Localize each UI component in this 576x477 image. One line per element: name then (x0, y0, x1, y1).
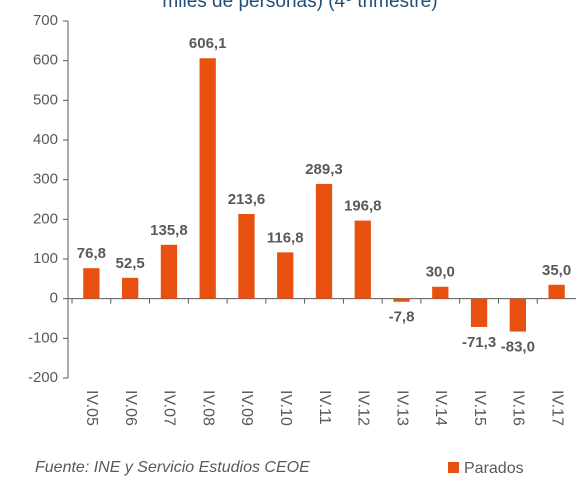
x-tick-label: IV.17 (548, 390, 565, 426)
y-tick-label: 0 (50, 290, 58, 307)
x-tick-label: IV.10 (277, 390, 294, 426)
bar (315, 183, 333, 299)
data-label: 135,8 (150, 222, 188, 239)
source: Fuente: INE y Servicio Estudios CEOE (35, 459, 310, 476)
data-label: 35,0 (542, 262, 571, 279)
bar (199, 58, 216, 299)
y-tick-label: 100 (33, 250, 58, 267)
bar (160, 244, 178, 299)
bar (238, 213, 255, 299)
x-tick-label: IV.13 (393, 390, 410, 426)
chart-title: miles de personas) (4º trimestre) (162, 0, 437, 12)
legend-swatch (448, 462, 459, 473)
y-tick-label: 200 (33, 210, 58, 227)
y-tick-label: 300 (33, 171, 58, 188)
bar (548, 284, 565, 299)
x-tick-label: IV.16 (510, 390, 527, 426)
x-tick-label: IV.11 (316, 390, 333, 425)
data-label: 116,8 (267, 229, 304, 246)
legend-label: Parados (464, 460, 524, 477)
bar (432, 286, 449, 299)
bar (509, 298, 526, 332)
x-tick-label: IV.12 (355, 390, 372, 426)
bar (122, 277, 139, 299)
y-tick-label: 700 (33, 12, 58, 29)
data-label: 213,6 (228, 191, 266, 208)
bar (470, 298, 488, 327)
y-tick-label: 500 (33, 91, 58, 108)
y-tick-label: 400 (33, 131, 58, 148)
data-label: 76,8 (77, 245, 106, 262)
bar (354, 220, 371, 299)
bar (83, 268, 100, 299)
x-tick-label: IV.06 (122, 390, 139, 426)
y-tick-label: -200 (28, 369, 58, 386)
x-tick-label: IV.09 (238, 390, 255, 426)
data-label: 606,1 (189, 35, 227, 52)
y-tick-label: -100 (28, 329, 58, 346)
data-label: 289,3 (305, 161, 343, 178)
data-label: 196,8 (344, 198, 382, 215)
x-tick-label: IV.14 (432, 390, 449, 426)
bar (393, 298, 410, 302)
data-label: 52,5 (116, 255, 145, 272)
data-label: -71,3 (462, 334, 496, 351)
bar (277, 252, 294, 299)
data-label: 30,0 (426, 264, 455, 281)
y-tick-label: 600 (33, 52, 58, 69)
x-tick-label: IV.05 (83, 390, 100, 426)
x-tick-label: IV.07 (161, 390, 178, 426)
data-label: -7,8 (389, 309, 415, 326)
data-label: -83,0 (501, 339, 535, 356)
x-tick-label: IV.15 (471, 390, 488, 426)
x-tick-label: IV.08 (199, 390, 216, 426)
